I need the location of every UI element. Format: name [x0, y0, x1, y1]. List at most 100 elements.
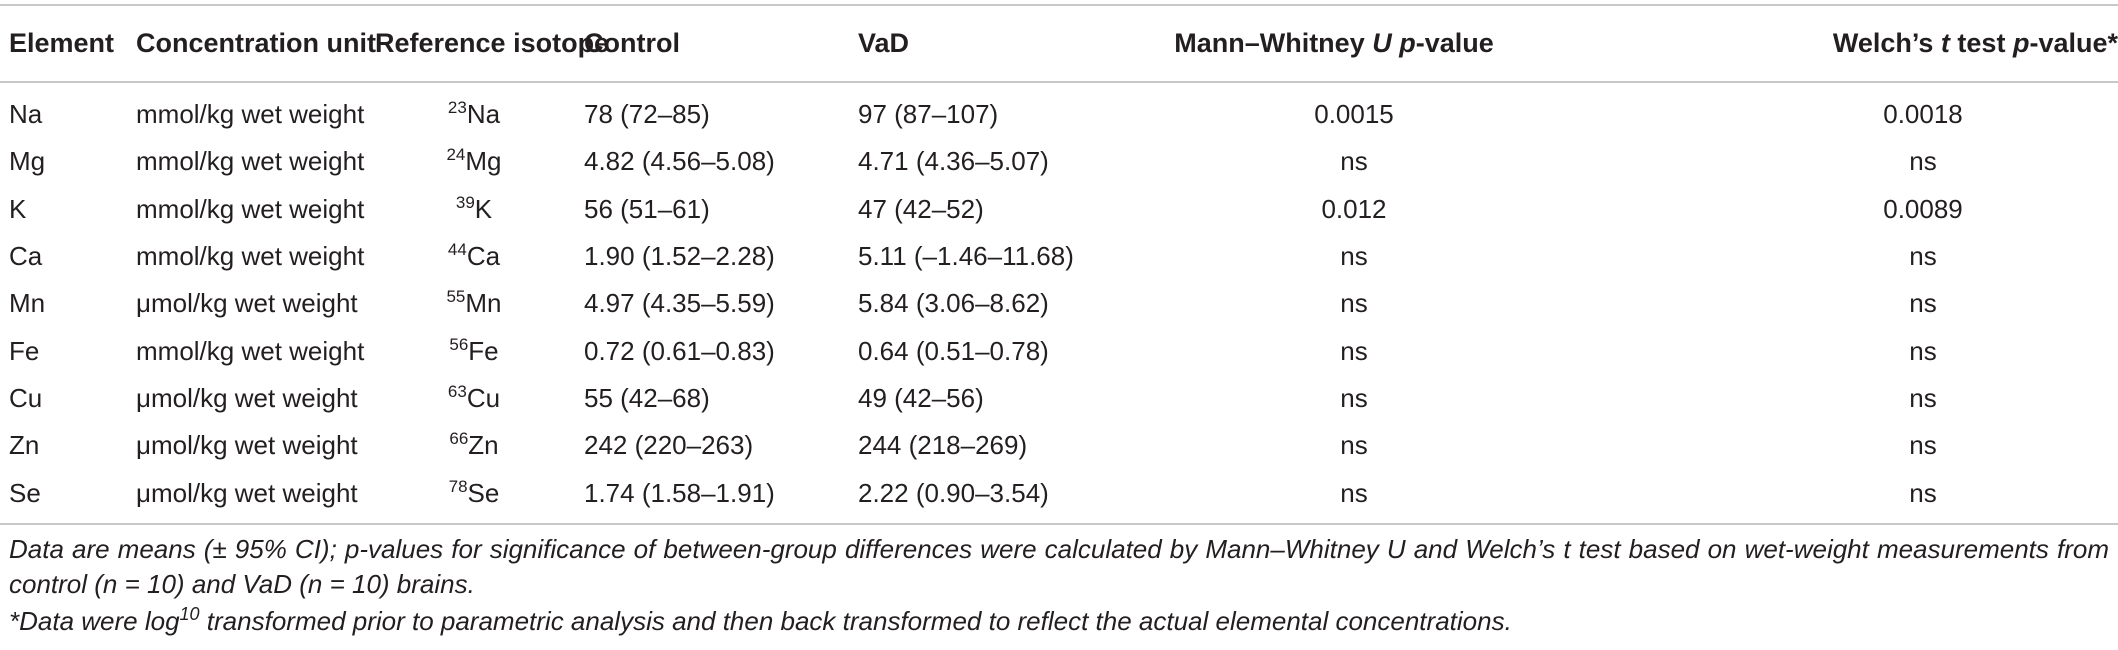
footnote-log-transform: *Data were log10 transformed prior to pa… [9, 604, 1512, 636]
isotope-symbol: Mn [465, 288, 502, 319]
cell-welch-p: ns [1909, 382, 1937, 413]
table-row: Cu μmol/kg wet weight 63Cu 55 (42–68) 49 (42… [0, 375, 2118, 422]
cell-mann-whitney-p: ns [1340, 430, 1368, 461]
header-reference-isotope: Reference isotope [375, 28, 610, 58]
cell-reference-isotope: 63Cu [364, 375, 584, 422]
cell-vad: 97 (87–107) [858, 99, 999, 130]
cell-concentration-unit: μmol/kg wet weight [136, 288, 358, 319]
cell-control: 4.82 (4.56–5.08) [584, 146, 775, 177]
table-row: Na mmol/kg wet weight 23Na 78 (72–85) 97 (87… [0, 82, 2118, 138]
cell-reference-isotope: 66Zn [364, 422, 584, 469]
cell-concentration-unit: mmol/kg wet weight [136, 99, 365, 130]
isotope-mass-number: 39 [455, 192, 475, 212]
table-row: Mn μmol/kg wet weight 55Mn 4.97 (4.35–5.59)… [0, 280, 2118, 327]
cell-concentration-unit: mmol/kg wet weight [136, 335, 365, 366]
cell-mann-whitney-p: 0.012 [1321, 193, 1387, 224]
header-element: Element [9, 28, 115, 58]
cell-element: Fe [9, 335, 40, 366]
cell-control: 1.90 (1.52–2.28) [584, 241, 775, 272]
header-control: Control [584, 28, 680, 58]
isotope-mass-number: 55 [446, 287, 466, 307]
cell-mann-whitney-p: ns [1340, 382, 1368, 413]
cell-mann-whitney-p: ns [1340, 288, 1368, 319]
cell-welch-p: 0.0018 [1883, 99, 1963, 130]
cell-control: 55 (42–68) [584, 382, 710, 413]
cell-control: 56 (51–61) [584, 193, 710, 224]
isotope-symbol: Se [467, 477, 500, 508]
cell-reference-isotope: 39K [364, 186, 584, 233]
cell-element: K [9, 193, 27, 224]
cell-vad: 5.84 (3.06–8.62) [858, 288, 1049, 319]
cell-element: Ca [9, 241, 43, 272]
isotope-mass-number: 78 [448, 476, 468, 496]
isotope-mass-number: 66 [449, 429, 469, 449]
cell-welch-p: ns [1909, 146, 1937, 177]
cell-control: 0.72 (0.61–0.83) [584, 335, 775, 366]
cell-concentration-unit: mmol/kg wet weight [136, 146, 365, 177]
cell-concentration-unit: mmol/kg wet weight [136, 241, 365, 272]
cell-element: Zn [9, 430, 40, 461]
cell-reference-isotope: 23Na [364, 82, 584, 138]
cell-mann-whitney-p: ns [1340, 146, 1368, 177]
cell-reference-isotope: 78Se [364, 469, 584, 523]
isotope-symbol: Zn [468, 430, 499, 461]
cell-welch-p: ns [1909, 430, 1937, 461]
isotope-mass-number: 24 [446, 145, 466, 165]
cell-reference-isotope: 44Ca [364, 233, 584, 280]
cell-welch-p: ns [1909, 335, 1937, 366]
isotope-symbol: Ca [466, 241, 501, 272]
cell-control: 4.97 (4.35–5.59) [584, 288, 775, 319]
cell-vad: 0.64 (0.51–0.78) [858, 335, 1049, 366]
cell-vad: 244 (218–269) [858, 430, 1028, 461]
cell-element: Mg [9, 146, 46, 177]
cell-mann-whitney-p: ns [1340, 335, 1368, 366]
isotope-mass-number: 23 [447, 98, 467, 118]
header-vad: VaD [858, 28, 910, 58]
isotope-symbol: K [474, 193, 493, 224]
table-row: Se μmol/kg wet weight 78Se 1.74 (1.58–1.91)… [0, 469, 2118, 523]
table-row: Ca mmol/kg wet weight 44Ca 1.90 (1.52–2.28)… [0, 233, 2118, 280]
cell-mann-whitney-p: ns [1340, 241, 1368, 272]
isotope-symbol: Cu [466, 382, 501, 413]
table-row: Zn μmol/kg wet weight 66Zn 242 (220–263) 244… [0, 422, 2118, 469]
isotope-symbol: Na [466, 99, 501, 130]
isotope-symbol: Fe [468, 335, 499, 366]
footnote-main: Data are means (± 95% CI); p-values for … [9, 534, 2109, 599]
cell-welch-p: ns [1909, 288, 1937, 319]
cell-reference-isotope: 56Fe [364, 327, 584, 374]
cell-vad: 4.71 (4.36–5.07) [858, 146, 1049, 177]
header-mann-whitney: Mann–Whitney U p-value [1174, 28, 1494, 58]
cell-reference-isotope: 24Mg [364, 138, 584, 185]
cell-element: Cu [9, 382, 43, 413]
table-row: Fe mmol/kg wet weight 56Fe 0.72 (0.61–0.83)… [0, 327, 2118, 374]
cell-element: Na [9, 99, 43, 130]
isotope-mass-number: 44 [447, 240, 467, 260]
header-concentration-unit: Concentration unit [136, 28, 376, 58]
cell-element: Mn [9, 288, 46, 319]
cell-control: 1.74 (1.58–1.91) [584, 477, 775, 508]
cell-vad: 2.22 (0.90–3.54) [858, 477, 1049, 508]
cell-vad: 47 (42–52) [858, 193, 984, 224]
cell-reference-isotope: 55Mn [364, 280, 584, 327]
cell-welch-p: ns [1909, 477, 1937, 508]
cell-welch-p: 0.0089 [1883, 193, 1963, 224]
cell-element: Se [9, 477, 41, 508]
cell-vad: 5.11 (–1.46–11.68) [858, 241, 1074, 272]
cell-concentration-unit: μmol/kg wet weight [136, 477, 358, 508]
cell-concentration-unit: mmol/kg wet weight [136, 193, 365, 224]
element-concentration-table: Element Concentration unit Reference iso… [0, 4, 2118, 525]
header-row: Element Concentration unit Reference iso… [0, 5, 2118, 82]
cell-concentration-unit: μmol/kg wet weight [136, 430, 358, 461]
header-welch: Welch’s t test p-value* [1832, 28, 2118, 58]
cell-mann-whitney-p: ns [1340, 477, 1368, 508]
isotope-symbol: Mg [465, 146, 502, 177]
table-footnotes: Data are means (± 95% CI); p-values for … [9, 532, 2109, 639]
table-row: Mg mmol/kg wet weight 24Mg 4.82 (4.56–5.08)… [0, 138, 2118, 185]
isotope-mass-number: 63 [447, 381, 467, 401]
cell-control: 78 (72–85) [584, 99, 710, 130]
table-body: Na mmol/kg wet weight 23Na 78 (72–85) 97 (87… [0, 82, 2118, 524]
cell-mann-whitney-p: 0.0015 [1314, 99, 1394, 130]
cell-welch-p: ns [1909, 241, 1937, 272]
